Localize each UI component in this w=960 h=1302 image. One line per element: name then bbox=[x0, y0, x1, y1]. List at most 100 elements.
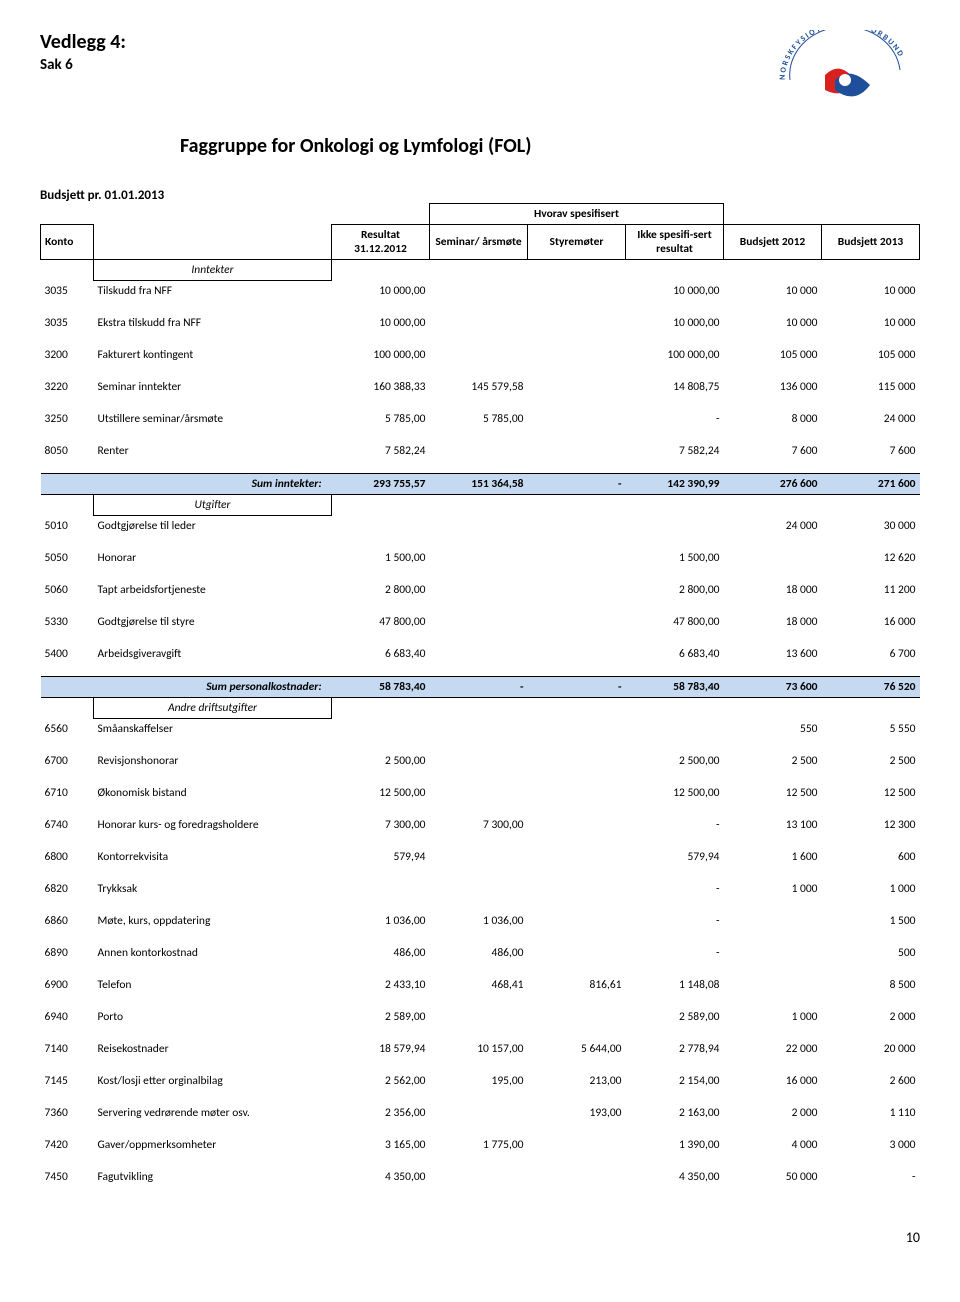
value-cell: 486,00 bbox=[332, 943, 430, 963]
value-cell: 600 bbox=[822, 847, 920, 867]
konto-cell: 3035 bbox=[41, 281, 94, 302]
value-cell: 5 785,00 bbox=[332, 409, 430, 429]
value-cell bbox=[528, 441, 626, 461]
value-cell bbox=[724, 548, 822, 568]
value-cell: 18 000 bbox=[724, 580, 822, 600]
value-cell: 1 500,00 bbox=[332, 548, 430, 568]
value-cell: 1 000 bbox=[822, 879, 920, 899]
value-cell: 24 000 bbox=[822, 409, 920, 429]
value-cell bbox=[528, 1135, 626, 1155]
value-cell bbox=[626, 516, 724, 537]
value-cell: 10 000 bbox=[724, 313, 822, 333]
label-cell: Honorar bbox=[94, 548, 332, 568]
value-cell bbox=[528, 516, 626, 537]
value-cell bbox=[430, 441, 528, 461]
value-cell: 145 579,58 bbox=[430, 377, 528, 397]
value-cell: 193,00 bbox=[528, 1103, 626, 1123]
table-row: 3200Fakturert kontingent100 000,00100 00… bbox=[41, 345, 920, 365]
value-cell: 14 808,75 bbox=[626, 377, 724, 397]
table-row: 3035Ekstra tilskudd fra NFF10 000,0010 0… bbox=[41, 313, 920, 333]
sum-cell: 58 783,40 bbox=[332, 677, 430, 698]
value-cell bbox=[430, 644, 528, 664]
value-cell: 7 300,00 bbox=[430, 815, 528, 835]
label-cell: Gaver/oppmerksomheter bbox=[94, 1135, 332, 1155]
value-cell: 115 000 bbox=[822, 377, 920, 397]
label-cell: Telefon bbox=[94, 975, 332, 995]
value-cell bbox=[528, 644, 626, 664]
value-cell: 7 600 bbox=[724, 441, 822, 461]
konto-cell: 7450 bbox=[41, 1167, 94, 1187]
value-cell: 2 000 bbox=[724, 1103, 822, 1123]
table-row: 3220Seminar inntekter160 388,33145 579,5… bbox=[41, 377, 920, 397]
table-row: 8050Renter7 582,247 582,247 6007 600 bbox=[41, 441, 920, 461]
value-cell: 2 433,10 bbox=[332, 975, 430, 995]
konto-cell: 3035 bbox=[41, 313, 94, 333]
page-number: 10 bbox=[40, 1229, 920, 1246]
value-cell bbox=[528, 815, 626, 835]
konto-cell: 5330 bbox=[41, 612, 94, 632]
value-cell bbox=[430, 879, 528, 899]
konto-cell: 7140 bbox=[41, 1039, 94, 1059]
sum-cell: - bbox=[430, 677, 528, 698]
sum-inntekter-label: Sum inntekter: bbox=[94, 474, 332, 495]
value-cell bbox=[528, 612, 626, 632]
konto-cell: 6560 bbox=[41, 719, 94, 740]
value-cell bbox=[528, 1167, 626, 1187]
label-cell: Kontorrekvisita bbox=[94, 847, 332, 867]
value-cell: 7 600 bbox=[822, 441, 920, 461]
value-cell bbox=[430, 281, 528, 302]
value-cell: 10 000,00 bbox=[332, 313, 430, 333]
value-cell: 550 bbox=[724, 719, 822, 740]
value-cell: 20 000 bbox=[822, 1039, 920, 1059]
value-cell: 2 356,00 bbox=[332, 1103, 430, 1123]
value-cell: 5 785,00 bbox=[430, 409, 528, 429]
value-cell: 6 683,40 bbox=[626, 644, 724, 664]
value-cell: 2 600 bbox=[822, 1071, 920, 1091]
value-cell bbox=[430, 751, 528, 771]
label-cell: Tapt arbeidsfortjeneste bbox=[94, 580, 332, 600]
table-row: 5060Tapt arbeidsfortjeneste2 800,002 800… bbox=[41, 580, 920, 600]
col-styremoter: Styremøter bbox=[528, 225, 626, 260]
value-cell bbox=[430, 719, 528, 740]
label-cell: Økonomisk bistand bbox=[94, 783, 332, 803]
konto-cell: 7360 bbox=[41, 1103, 94, 1123]
sum-cell: 76 520 bbox=[822, 677, 920, 698]
table-row: 3035Tilskudd fra NFF10 000,0010 000,0010… bbox=[41, 281, 920, 302]
value-cell: - bbox=[626, 879, 724, 899]
value-cell: 1 000 bbox=[724, 1007, 822, 1027]
value-cell bbox=[528, 281, 626, 302]
value-cell: 12 500 bbox=[724, 783, 822, 803]
value-cell bbox=[528, 580, 626, 600]
value-cell: - bbox=[626, 943, 724, 963]
sum-cell: 73 600 bbox=[724, 677, 822, 698]
konto-cell: 6860 bbox=[41, 911, 94, 931]
value-cell: 1 148,08 bbox=[626, 975, 724, 995]
value-cell bbox=[528, 751, 626, 771]
value-cell bbox=[528, 345, 626, 365]
konto-cell: 3250 bbox=[41, 409, 94, 429]
table-row: 6560Småanskaffelser5505 550 bbox=[41, 719, 920, 740]
label-cell: Revisjonshonorar bbox=[94, 751, 332, 771]
konto-cell: 5010 bbox=[41, 516, 94, 537]
value-cell bbox=[528, 1007, 626, 1027]
value-cell bbox=[430, 612, 528, 632]
value-cell: 13 600 bbox=[724, 644, 822, 664]
value-cell: 1 000 bbox=[724, 879, 822, 899]
value-cell bbox=[528, 719, 626, 740]
value-cell: 10 000,00 bbox=[626, 281, 724, 302]
value-cell bbox=[430, 313, 528, 333]
value-cell: 486,00 bbox=[430, 943, 528, 963]
label-cell: Utstillere seminar/årsmøte bbox=[94, 409, 332, 429]
table-row: 7420Gaver/oppmerksomheter3 165,001 775,0… bbox=[41, 1135, 920, 1155]
page-title: Faggruppe for Onkologi og Lymfologi (FOL… bbox=[180, 134, 920, 158]
value-cell: 2 000 bbox=[822, 1007, 920, 1027]
value-cell: 12 500,00 bbox=[332, 783, 430, 803]
value-cell bbox=[430, 783, 528, 803]
label-cell: Trykksak bbox=[94, 879, 332, 899]
value-cell: 50 000 bbox=[724, 1167, 822, 1187]
value-cell: 13 100 bbox=[724, 815, 822, 835]
table-row: 6700Revisjonshonorar2 500,002 500,002 50… bbox=[41, 751, 920, 771]
value-cell bbox=[528, 847, 626, 867]
table-row: 6900Telefon2 433,10468,41816,611 148,088… bbox=[41, 975, 920, 995]
konto-cell: 6890 bbox=[41, 943, 94, 963]
